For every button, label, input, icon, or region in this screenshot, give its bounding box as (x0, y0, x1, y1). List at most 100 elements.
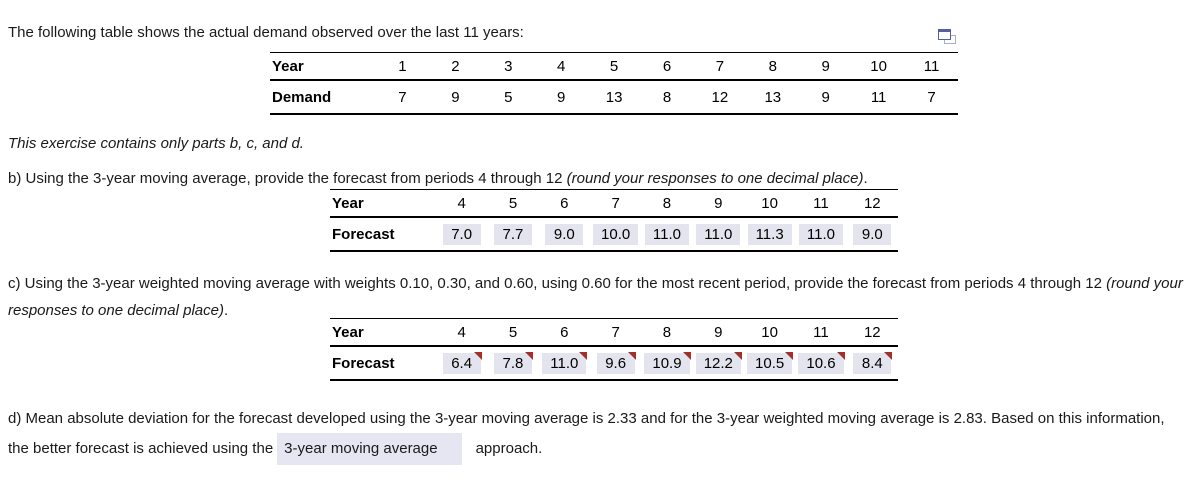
year-cell: 12 (863, 323, 881, 341)
forecast-cell: 11.3 (744, 217, 795, 251)
answer-box[interactable]: 6.4 (442, 351, 482, 374)
demand-cell: 9 (451, 88, 460, 106)
row-label: Year (332, 194, 364, 212)
part-d-text: d) Mean absolute deviation for the forec… (8, 410, 1165, 457)
demand-cell: 7 (927, 88, 936, 106)
part-c-text: c) Using the 3-year weighted moving aver… (8, 275, 1107, 292)
part-b-period: . (863, 170, 868, 187)
table-header-row: Year 4 5 6 7 8 9 10 11 12 (330, 318, 898, 346)
answer-box[interactable]: 10.6 (798, 351, 845, 374)
part-d-dropdown-answer[interactable]: 3-year moving average (277, 433, 462, 465)
forecast-cell: 10.9 (641, 346, 692, 380)
part-c-period: . (223, 302, 229, 319)
row-label: Forecast (332, 225, 395, 243)
part-c-question: c) Using the 3-year weighted moving aver… (8, 270, 1188, 324)
answer-box[interactable]: 11.3 (747, 223, 792, 245)
year-cell: 11 (813, 323, 829, 341)
forecast-cell: 10.5 (744, 346, 795, 380)
year-cell: 1 (398, 57, 407, 75)
year-cell: 8 (662, 194, 672, 212)
year-cell: 7 (611, 194, 620, 212)
year-cell: 11 (813, 194, 829, 212)
forecast-cell: 10.0 (590, 217, 641, 251)
forecast-cell: 11.0 (795, 217, 846, 251)
demand-cell: 7 (398, 88, 407, 106)
popout-window-icon[interactable] (938, 29, 957, 45)
year-cell: 8 (768, 57, 777, 75)
forecast-cell: 9.0 (539, 217, 590, 251)
intro-text: The following table shows the actual dem… (8, 24, 524, 41)
year-cell: 2 (451, 57, 460, 75)
part-b-text: b) Using the 3-year moving average, prov… (8, 170, 567, 187)
forecast-cell: 6.4 (436, 346, 487, 380)
answer-box[interactable]: 10.9 (644, 351, 691, 374)
answer-box[interactable]: 7.8 (493, 351, 533, 374)
year-cell: 9 (714, 323, 723, 341)
answer-box[interactable]: 7.7 (493, 223, 532, 245)
year-cell: 5 (508, 194, 518, 212)
row-label: Year (332, 323, 364, 341)
forecast-cell: 11.0 (641, 217, 692, 251)
answer-box[interactable]: 11.0 (798, 223, 843, 245)
forecast-cell: 7.7 (487, 217, 538, 251)
year-cell: 9 (821, 57, 830, 75)
forecast-cell: 7.8 (487, 346, 538, 380)
demand-table: Year 1 2 3 4 5 6 7 8 9 10 11 Demand 7 9 5 9 13 8 12 13 9 11 7 (270, 52, 958, 115)
forecast-cell: 8.4 (847, 346, 898, 380)
exercise-note: This exercise contains only parts b, c, … (8, 135, 304, 152)
popout-front-window (938, 29, 951, 40)
table-header-row: Year 1 2 3 4 5 6 7 8 9 10 11 (270, 52, 958, 80)
answer-box[interactable]: 9.0 (545, 223, 584, 245)
row-label: Forecast (332, 354, 395, 372)
year-cell: 9 (714, 194, 723, 212)
year-cell: 12 (863, 194, 881, 212)
year-cell: 5 (508, 323, 518, 341)
part-d-text-after: approach. (475, 440, 543, 457)
year-cell: 7 (611, 323, 620, 341)
demand-cell: 9 (821, 88, 830, 106)
answer-box[interactable]: 9.6 (596, 351, 636, 374)
year-cell: 4 (457, 194, 466, 212)
answer-box[interactable]: 11.0 (644, 223, 690, 245)
forecast-cell: 11.0 (539, 346, 590, 380)
data-table: Year 4 5 6 7 8 9 10 11 12 Forecast 7.0 7.7 9.0 10.0 11.… (330, 189, 898, 252)
year-cell: 4 (457, 323, 466, 341)
table-value-row: Forecast 7.0 7.7 9.0 10.0 11.0 11.0 11.3 11.0 9.0 (330, 217, 898, 251)
data-table: Year 4 5 6 7 8 9 10 11 12 Forecast 6.4 7.8 11.0 9.6 10.… (330, 318, 898, 381)
demand-cell: 11 (870, 88, 887, 106)
answer-box[interactable]: 10.5 (747, 351, 794, 374)
forecast-cell: 12.2 (693, 346, 744, 380)
answer-box[interactable]: 11.0 (542, 351, 588, 374)
answer-box[interactable]: 7.0 (442, 223, 481, 245)
answer-box[interactable]: 11.0 (696, 223, 741, 245)
forecast-cell: 9.6 (590, 346, 641, 380)
forecast-cell: 7.0 (436, 217, 487, 251)
demand-cell: 9 (557, 88, 566, 106)
year-cell: 4 (557, 57, 566, 75)
demand-cell: 8 (662, 88, 672, 106)
row-label: Demand (272, 88, 332, 106)
answer-box[interactable]: 10.0 (593, 223, 639, 245)
part-b-question: b) Using the 3-year moving average, prov… (8, 165, 1188, 192)
table-value-row: Forecast 6.4 7.8 11.0 9.6 10.9 12.2 10.5 10.6 8.4 (330, 346, 898, 380)
forecast-table-b: Year 4 5 6 7 8 9 10 11 12 Forecast 7.0 7.7 9.0 10.0 11.… (330, 189, 898, 252)
answer-box[interactable]: 12.2 (695, 351, 743, 374)
year-cell: 10 (870, 57, 887, 75)
demand-cell: 13 (764, 88, 782, 106)
answer-box[interactable]: 8.4 (853, 351, 893, 374)
demand-cell: 12 (711, 88, 729, 106)
forecast-table-c: Year 4 5 6 7 8 9 10 11 12 Forecast 6.4 7.8 11.0 9.6 10.… (330, 318, 898, 381)
demand-cell: 13 (605, 88, 623, 106)
table-header-row: Year 4 5 6 7 8 9 10 11 12 (330, 189, 898, 217)
answer-box[interactable]: 9.0 (853, 223, 892, 245)
forecast-cell: 11.0 (693, 217, 744, 251)
year-cell: 6 (662, 57, 672, 75)
part-c-italic-text: (round your responses to one decimal pla… (8, 275, 1183, 319)
year-cell: 11 (923, 57, 940, 75)
year-cell: 5 (609, 57, 619, 75)
year-cell: 6 (560, 194, 569, 212)
forecast-cell: 9.0 (847, 217, 898, 251)
year-cell: 8 (662, 323, 672, 341)
demand-cell: 5 (504, 88, 513, 106)
